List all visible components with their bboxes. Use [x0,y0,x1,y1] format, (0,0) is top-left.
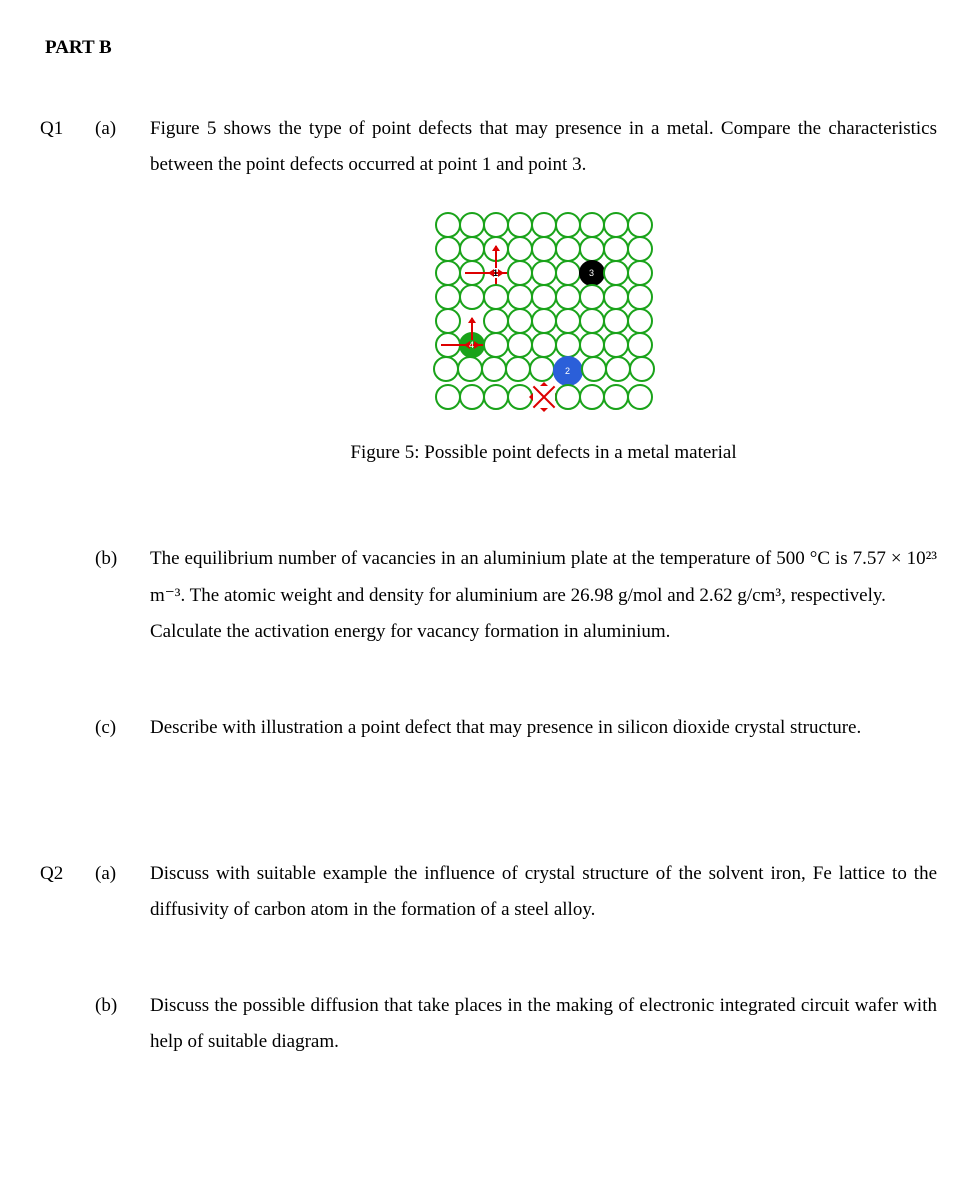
lattice-atom [603,236,629,262]
lattice-atom [531,332,557,358]
lattice-atom [459,260,485,286]
lattice-atom [435,284,461,310]
q1b-text2: Calculate the activation energy for vaca… [150,614,937,650]
q1a-text: Figure 5 shows the type of point defects… [150,111,937,183]
lattice-atom [579,308,605,334]
lattice-atom [555,212,581,238]
lattice-atom [579,384,605,410]
defect-interstitial: 3 [579,260,605,286]
lattice-atom [603,260,629,286]
lattice-atom [459,236,485,262]
lattice-atom [531,212,557,238]
lattice-atom [531,236,557,262]
lattice-atom [481,356,507,382]
q1b-text: The equilibrium number of vacancies in a… [150,541,937,613]
lattice-atom [459,212,485,238]
q1b-label: (b) [95,541,150,649]
q2a-text: Discuss with suitable example the influe… [150,856,937,928]
lattice-atom [627,308,653,334]
lattice-atom [627,212,653,238]
question-1: Q1 (a) Figure 5 shows the type of point … [40,111,937,806]
lattice-atom [435,308,461,334]
q2b-text: Discuss the possible diffusion that take… [150,988,937,1060]
lattice-atom [579,332,605,358]
q1-part-c: (c) Describe with illustration a point d… [95,710,937,746]
lattice-distortion [531,384,557,410]
lattice-atom [531,284,557,310]
defect-vacancy: 1 [483,260,509,286]
lattice-atom [603,284,629,310]
lattice-atom [579,236,605,262]
lattice-atom [483,284,509,310]
q2b-label: (b) [95,988,150,1060]
lattice-atom [483,212,509,238]
lattice-atom [483,384,509,410]
lattice-atom [555,284,581,310]
lattice-atom [531,260,557,286]
lattice-gap [459,308,485,334]
lattice-atom [435,212,461,238]
lattice-atom [483,236,509,262]
lattice-atom [459,284,485,310]
lattice-atom [507,308,533,334]
lattice-atom [435,260,461,286]
defect-substitutional: 2 [553,356,583,386]
lattice-atom [603,212,629,238]
q1-part-b: (b) The equilibrium number of vacancies … [95,541,937,649]
lattice-atom [627,236,653,262]
part-header: PART B [45,30,937,66]
lattice-atom [579,284,605,310]
lattice-atom [483,308,509,334]
lattice-atom [629,356,655,382]
lattice-diagram: 1 3 4 2 [434,213,654,409]
lattice-atom [507,284,533,310]
lattice-atom [603,308,629,334]
lattice-atom [531,308,557,334]
lattice-atom [435,384,461,410]
lattice-atom [507,260,533,286]
figure-5: 1 3 4 2 Figure 5: Possible point defects in… [150,213,937,471]
lattice-atom [459,384,485,410]
lattice-atom [603,332,629,358]
lattice-atom [507,212,533,238]
lattice-atom [435,236,461,262]
q2a-label: (a) [95,856,150,928]
figure-5-caption: Figure 5: Possible point defects in a me… [150,435,937,471]
q1-label: Q1 [40,111,95,806]
q2-part-b: (b) Discuss the possible diffusion that … [95,988,937,1060]
lattice-atom [483,332,509,358]
q1c-label: (c) [95,710,150,746]
lattice-atom [505,356,531,382]
q1a-label: (a) [95,111,150,481]
lattice-atom [555,260,581,286]
q2-part-a: (a) Discuss with suitable example the in… [95,856,937,928]
lattice-atom [579,212,605,238]
lattice-atom [555,332,581,358]
q1-part-a: (a) Figure 5 shows the type of point def… [95,111,937,481]
q1c-text: Describe with illustration a point defec… [150,710,937,746]
lattice-atom [605,356,631,382]
lattice-atom [627,260,653,286]
lattice-atom [507,236,533,262]
lattice-atom [507,332,533,358]
lattice-atom [457,356,483,382]
lattice-atom [555,308,581,334]
lattice-atom [435,332,461,358]
lattice-atom [627,384,653,410]
lattice-atom [433,356,459,382]
lattice-atom [627,332,653,358]
q2-label: Q2 [40,856,95,1060]
lattice-atom [627,284,653,310]
lattice-atom [581,356,607,382]
lattice-atom [555,236,581,262]
lattice-atom [555,384,581,410]
lattice-atom [603,384,629,410]
question-2: Q2 (a) Discuss with suitable example the… [40,856,937,1060]
defect-self-interstitial: 4 [459,332,485,358]
